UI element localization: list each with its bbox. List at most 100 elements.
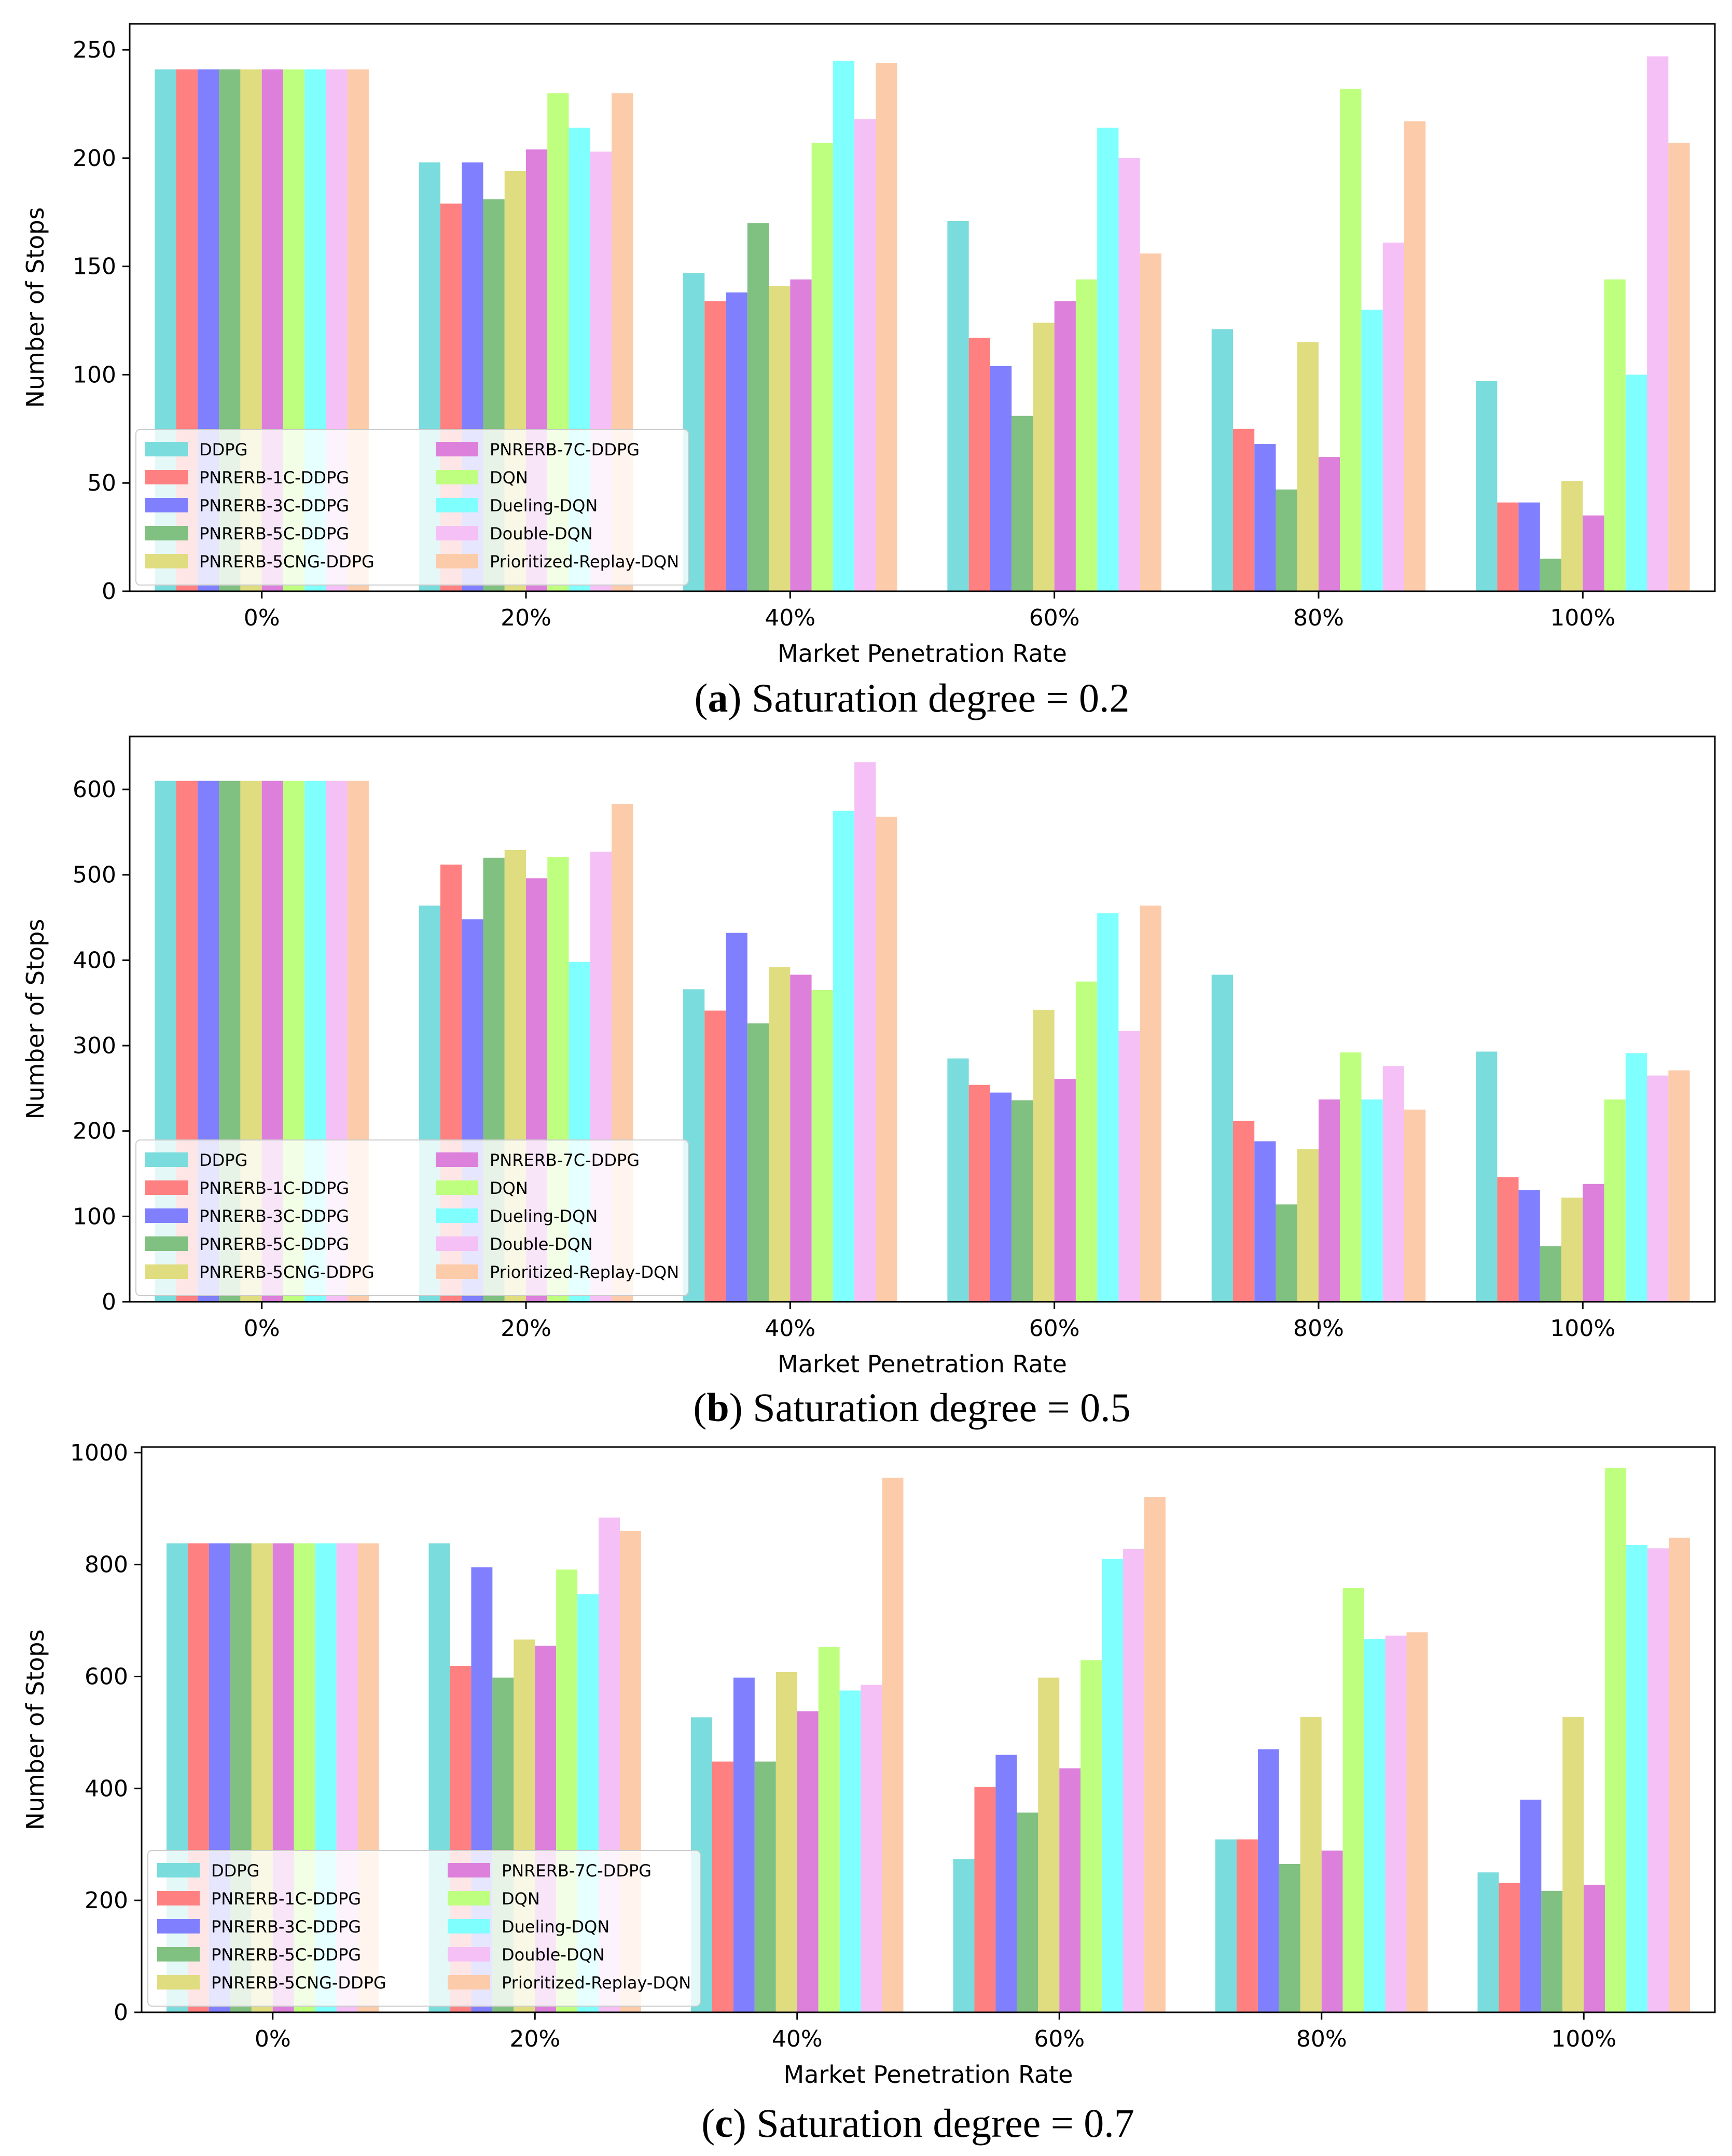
x-tick-label: 100%: [1551, 2026, 1616, 2052]
y-tick-label: 1000: [70, 1440, 128, 1466]
x-axis-label: Market Penetration Rate: [778, 639, 1067, 667]
y-tick-label: 0: [102, 1289, 116, 1315]
x-tick-label: 100%: [1550, 605, 1615, 631]
bar-pnrerb-1c-ddpg-40: [712, 1761, 733, 2012]
legend-label-ddpg: DDPG: [199, 440, 247, 460]
bar-dueling-dqn-40: [833, 60, 855, 591]
legend-swatch-pnrerb-1c-ddpg: [145, 470, 188, 484]
bar-prioritized-replay-dqn-60: [1140, 906, 1161, 1302]
legend-label-ddpg: DDPG: [211, 1861, 259, 1881]
bar-pnrerb-5c-ddpg-60: [1017, 1812, 1038, 2012]
bar-pnrerb-7c-ddpg-40: [790, 975, 812, 1302]
bar-double-dqn-80: [1382, 242, 1405, 592]
bar-pnrerb-7c-ddpg-100: [1583, 1184, 1604, 1302]
bar-double-dqn-40: [854, 119, 876, 591]
bar-pnrerb-1c-ddpg-40: [704, 1010, 726, 1302]
bar-pnrerb-5cng-ddpg-60: [1033, 1009, 1055, 1302]
legend-swatch-pnrerb-5c-ddpg: [145, 526, 188, 540]
legend-label-prioritized-replay-dqn: Prioritized-Replay-DQN: [490, 1262, 679, 1282]
legend-swatch-dqn: [448, 1891, 490, 1905]
bar-dueling-dqn-100: [1626, 1545, 1648, 2012]
bar-pnrerb-3c-ddpg-60: [990, 1092, 1012, 1302]
x-tick-label: 20%: [509, 2026, 560, 2052]
x-tick-label: 40%: [765, 1315, 815, 1342]
legend-label-pnrerb-5c-ddpg: PNRERB-5C-DDPG: [211, 1945, 361, 1965]
bar-pnrerb-7c-ddpg-100: [1584, 1884, 1605, 2012]
legend-swatch-pnrerb-7c-ddpg: [436, 442, 478, 456]
legend-swatch-pnrerb-7c-ddpg: [436, 1152, 478, 1167]
x-tick-label: 80%: [1296, 2026, 1347, 2052]
caption-text: Saturation degree = 0.2: [752, 675, 1129, 720]
bar-pnrerb-3c-ddpg-80: [1254, 444, 1276, 591]
legend-label-pnrerb-5cng-ddpg: PNRERB-5CNG-DDPG: [211, 1973, 386, 1993]
caption-letter: b: [706, 1385, 729, 1430]
legend-label-dueling-dqn: Dueling-DQN: [502, 1917, 609, 1937]
legend-label-dueling-dqn: Dueling-DQN: [490, 1206, 598, 1226]
y-tick-label: 200: [85, 1887, 128, 1914]
bar-pnrerb-5c-ddpg-80: [1279, 1864, 1300, 2012]
bar-pnrerb-5cng-ddpg-80: [1297, 342, 1319, 591]
bar-pnrerb-5c-ddpg-100: [1540, 1246, 1562, 1302]
bar-dueling-dqn-60: [1097, 913, 1119, 1302]
bar-dqn-40: [811, 990, 833, 1302]
legend-label-pnrerb-3c-ddpg: PNRERB-3C-DDPG: [211, 1917, 361, 1937]
bar-prioritized-replay-dqn-40: [882, 1478, 904, 2012]
bar-double-dqn-60: [1118, 158, 1140, 591]
legend-label-double-dqn: Double-DQN: [490, 524, 593, 544]
bar-pnrerb-1c-ddpg-40: [704, 301, 726, 591]
bar-pnrerb-3c-ddpg-100: [1520, 1799, 1542, 2012]
legend-box: [135, 1139, 689, 1296]
bar-pnrerb-5cng-ddpg-80: [1300, 1717, 1322, 2012]
bar-pnrerb-5c-ddpg-40: [754, 1761, 776, 2012]
bar-prioritized-replay-dqn-100: [1669, 1537, 1690, 2012]
chart-panel-b: 0 100 200 300 400 500 600 0% 20% 40% 60% 80% 100% Mar…: [21, 735, 1716, 1430]
y-axis-label: Number of Stops: [21, 919, 49, 1120]
legend-label-prioritized-replay-dqn: Prioritized-Replay-DQN: [502, 1973, 691, 1993]
bar-pnrerb-7c-ddpg-80: [1319, 1099, 1340, 1302]
legend: DDPG PNRERB-1C-DDPG PNRERB-3C-DDPG PNRERB-5…: [147, 1850, 701, 2007]
bar-dueling-dqn-100: [1625, 374, 1647, 591]
bar-dueling-dqn-60: [1097, 128, 1119, 591]
legend: DDPG PNRERB-1C-DDPG PNRERB-3C-DDPG PNRERB-5…: [135, 1139, 689, 1296]
legend-swatch-dqn: [436, 470, 478, 484]
legend-swatch-pnrerb-1c-ddpg: [145, 1180, 188, 1195]
bar-ddpg-80: [1211, 975, 1233, 1302]
bar-prioritized-replay-dqn-40: [876, 816, 897, 1302]
bar-dqn-100: [1604, 1099, 1626, 1302]
x-tick-label: 0%: [255, 2026, 291, 2052]
y-tick-label: 100: [73, 1203, 116, 1230]
y-tick-label: 150: [73, 254, 116, 280]
bar-pnrerb-5c-ddpg-100: [1540, 559, 1562, 591]
y-tick-label: 200: [73, 1118, 116, 1145]
bar-double-dqn-60: [1123, 1549, 1145, 2012]
bar-pnrerb-5cng-ddpg-100: [1561, 481, 1583, 591]
bar-dueling-dqn-80: [1361, 1099, 1383, 1302]
legend-label-pnrerb-1c-ddpg: PNRERB-1C-DDPG: [211, 1889, 361, 1909]
caption-paren-close: ): [729, 1385, 753, 1430]
y-axis-label: Number of Stops: [21, 207, 49, 408]
legend-label-pnrerb-5cng-ddpg: PNRERB-5CNG-DDPG: [199, 552, 375, 572]
legend-swatch-dqn: [436, 1180, 478, 1195]
bar-dqn-100: [1604, 279, 1626, 591]
bar-dqn-40: [818, 1647, 840, 2012]
legend-label-dqn: DQN: [490, 468, 528, 488]
bar-pnrerb-5cng-ddpg-40: [769, 967, 791, 1302]
legend-swatch-pnrerb-1c-ddpg: [157, 1891, 200, 1905]
legend-label-pnrerb-5c-ddpg: PNRERB-5C-DDPG: [199, 1234, 349, 1254]
bar-ddpg-80: [1215, 1839, 1237, 2012]
legend-label-dueling-dqn: Dueling-DQN: [490, 496, 598, 516]
legend-swatch-dueling-dqn: [436, 498, 478, 512]
legend-swatch-prioritized-replay-dqn: [436, 554, 478, 568]
x-axis-label: Market Penetration Rate: [784, 2061, 1073, 2089]
caption-text: Saturation degree = 0.5: [753, 1385, 1130, 1430]
bar-pnrerb-7c-ddpg-60: [1054, 1079, 1076, 1302]
legend-swatch-pnrerb-5cng-ddpg: [157, 1975, 200, 1990]
bar-dueling-dqn-40: [833, 811, 855, 1302]
bar-pnrerb-5c-ddpg-60: [1012, 1100, 1033, 1302]
legend-label-pnrerb-7c-ddpg: PNRERB-7C-DDPG: [502, 1861, 652, 1881]
legend-swatch-pnrerb-7c-ddpg: [448, 1863, 490, 1877]
y-tick-label: 600: [73, 776, 116, 803]
bar-double-dqn-40: [854, 762, 876, 1302]
panel-caption: (c) Saturation degree = 0.7: [701, 2101, 1134, 2146]
